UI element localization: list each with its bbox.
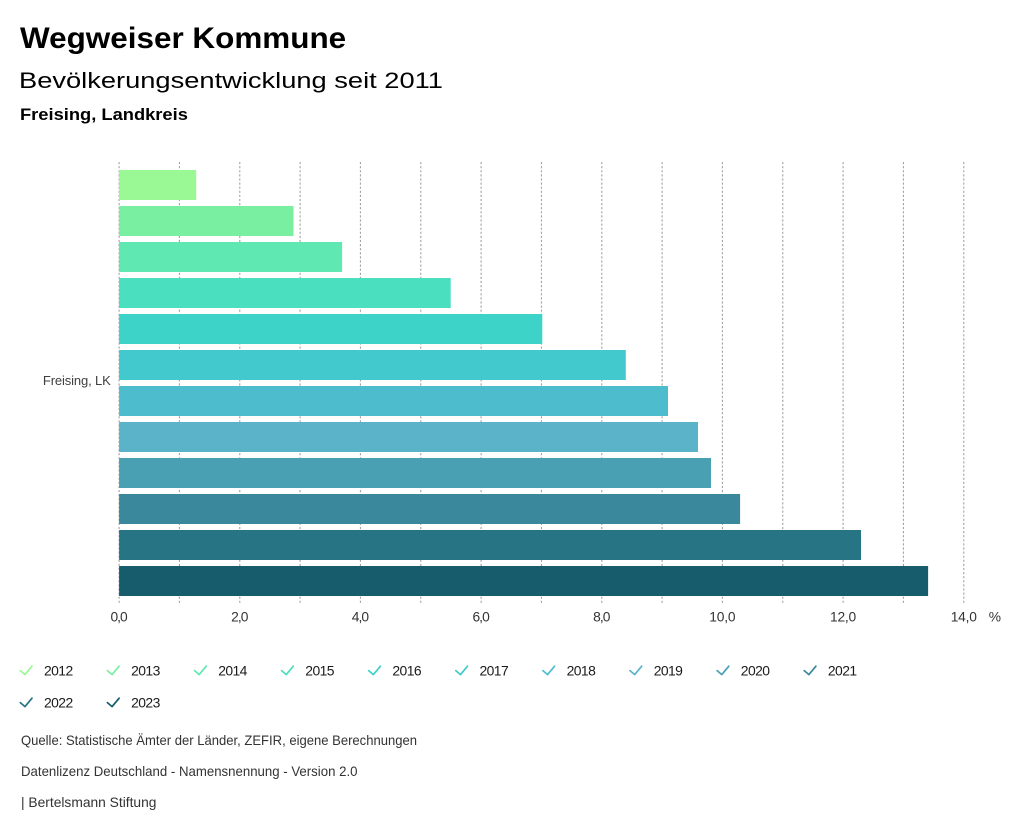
svg-text:0,0: 0,0 [110,609,128,624]
svg-text:%: % [989,609,1001,624]
svg-text:12,0: 12,0 [830,609,857,624]
svg-text:2013: 2013 [131,663,160,679]
svg-text:2016: 2016 [392,663,421,679]
svg-text:10,0: 10,0 [709,609,736,624]
svg-text:2012: 2012 [44,663,73,679]
svg-text:Freising, LK: Freising, LK [43,373,111,388]
svg-text:2015: 2015 [305,663,334,679]
svg-text:2022: 2022 [44,695,73,711]
svg-text:2021: 2021 [828,663,857,679]
svg-text:14,0: 14,0 [951,609,978,624]
svg-text:2018: 2018 [567,663,596,679]
svg-text:2020: 2020 [741,663,770,679]
svg-text:8,0: 8,0 [593,609,611,624]
svg-text:2,0: 2,0 [231,609,249,624]
svg-text:2023: 2023 [131,695,160,711]
svg-text:2019: 2019 [654,663,683,679]
svg-text:2017: 2017 [480,663,509,679]
svg-text:2014: 2014 [218,663,247,679]
svg-text:4,0: 4,0 [352,609,370,624]
svg-text:6,0: 6,0 [472,609,490,624]
